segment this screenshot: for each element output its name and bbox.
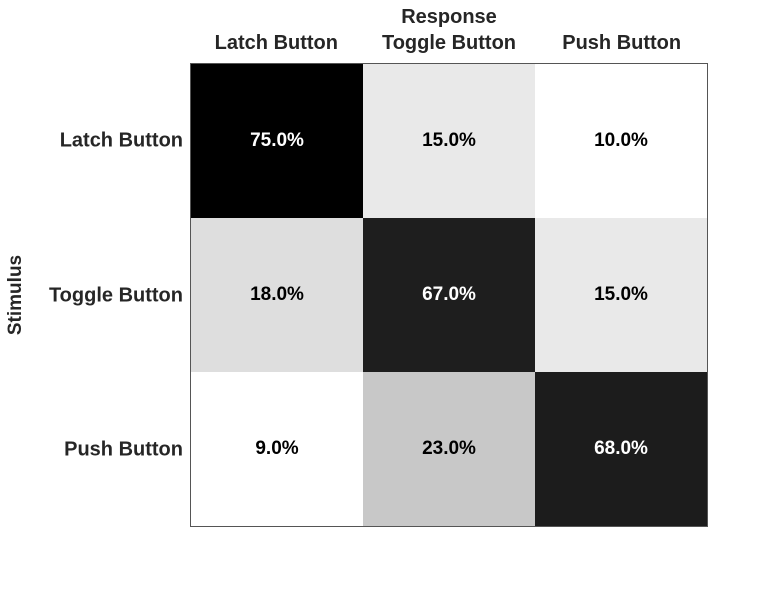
matrix-cell-latch-latch: 75.0% bbox=[191, 64, 363, 218]
column-header-toggle-button: Toggle Button bbox=[381, 32, 517, 54]
column-header-latch-button: Latch Button bbox=[214, 32, 338, 54]
matrix-cell-push-latch: 9.0% bbox=[191, 372, 363, 526]
row-label-push-button: Push Button bbox=[64, 438, 183, 461]
matrix-cell-latch-toggle: 15.0% bbox=[363, 64, 535, 218]
matrix-cell-toggle-latch: 18.0% bbox=[191, 218, 363, 372]
matrix-cell-latch-push: 10.0% bbox=[535, 64, 707, 218]
matrix-cell-push-push: 68.0% bbox=[535, 372, 707, 526]
matrix-cell-push-toggle: 23.0% bbox=[363, 372, 535, 526]
matrix-cell-toggle-push: 15.0% bbox=[535, 218, 707, 372]
heatmap-grid: 75.0% 15.0% 10.0% 18.0% 67.0% 15.0% 9.0%… bbox=[190, 63, 708, 527]
column-header-push-button: Push Button bbox=[562, 32, 682, 54]
row-label-toggle-button: Toggle Button bbox=[48, 284, 183, 307]
row-label-latch-button: Latch Button bbox=[59, 129, 183, 152]
column-headers: Latch Button Toggle Button Push Button bbox=[190, 31, 708, 55]
matrix-cell-toggle-toggle: 67.0% bbox=[363, 218, 535, 372]
y-axis-label: Stimulus bbox=[5, 254, 26, 336]
chart-title: Response bbox=[401, 6, 497, 28]
